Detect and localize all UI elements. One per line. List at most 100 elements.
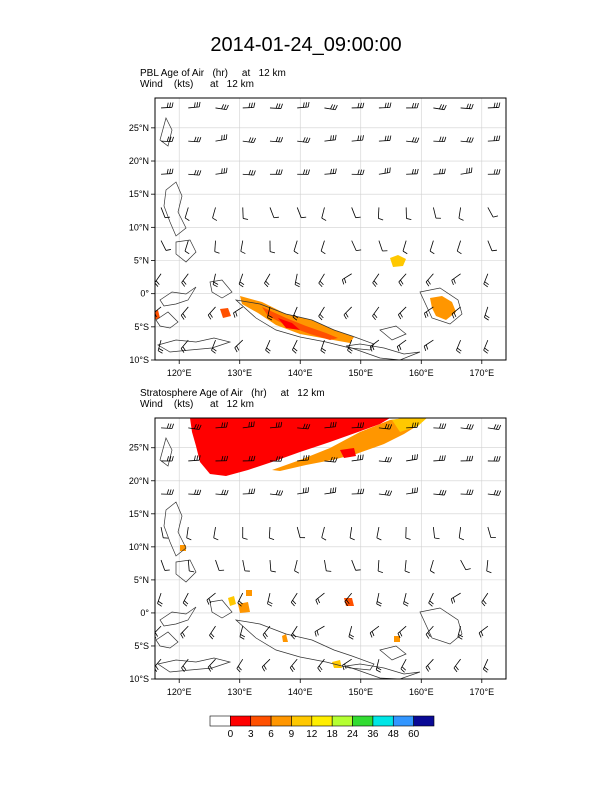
pbl-field-carolines xyxy=(390,255,406,267)
wind-barb xyxy=(433,489,447,496)
wind-barb xyxy=(321,526,327,541)
lat-tick-label: 20°N xyxy=(129,156,149,166)
wind-barb xyxy=(487,240,497,252)
wind-barb xyxy=(406,137,420,143)
wind-barb xyxy=(487,526,496,538)
wind-barb xyxy=(161,456,174,462)
wind-barb xyxy=(184,207,190,221)
wind-barb xyxy=(402,240,408,255)
lat-tick-label: 5°N xyxy=(134,256,149,266)
wind-barb xyxy=(351,559,361,571)
colorbar-label: 3 xyxy=(247,729,254,740)
wind-barb xyxy=(458,207,464,221)
wind-barb xyxy=(180,625,189,639)
wind-barb xyxy=(460,423,474,430)
pbl-field-newguinea xyxy=(240,296,354,343)
wind-barb xyxy=(351,422,365,429)
wind-barb xyxy=(234,339,244,353)
wind-barb xyxy=(378,423,393,430)
lon-tick-label: 170°E xyxy=(469,687,494,697)
lat-tick-label: 0° xyxy=(140,608,149,618)
wind-barb xyxy=(182,592,189,607)
wind-barb xyxy=(188,101,201,109)
lat-tick-label: 10°N xyxy=(129,542,149,552)
lon-tick-label: 170°E xyxy=(469,368,494,378)
colorbar-swatch xyxy=(209,715,231,727)
colorbar-swatch xyxy=(392,715,414,727)
wind-barb xyxy=(320,339,326,354)
wind-barb xyxy=(487,102,501,109)
wind-barb xyxy=(292,306,299,321)
lon-tick-label: 140°E xyxy=(288,368,313,378)
colorbar-swatch xyxy=(270,715,292,727)
wind-barb xyxy=(351,488,365,495)
wind-barb xyxy=(269,560,276,573)
wind-barb xyxy=(242,527,248,540)
lat-tick-label: 10°S xyxy=(129,674,149,684)
wind-barb xyxy=(341,273,352,285)
wind-barb xyxy=(487,207,499,218)
colorbar-swatch xyxy=(230,715,252,727)
wind-barb xyxy=(423,306,434,319)
wind-barb xyxy=(188,424,202,430)
strat-field-small-7 xyxy=(394,636,400,642)
wind-barb xyxy=(423,339,434,352)
strat-field-yellow-band xyxy=(392,418,427,432)
pbl-field-newguinea-core xyxy=(262,307,338,340)
panel-strat-coastlines xyxy=(155,437,463,679)
wind-barb xyxy=(297,102,310,109)
wind-barb xyxy=(406,168,419,175)
wind-barb xyxy=(324,421,337,429)
wind-barb xyxy=(377,207,384,221)
wind-barb xyxy=(460,136,474,143)
wind-barb xyxy=(483,273,489,288)
lon-tick-label: 160°E xyxy=(409,687,434,697)
lat-tick-label: 5°S xyxy=(134,322,149,332)
strat-field-small-4 xyxy=(246,590,252,596)
lat-tick-label: 10°S xyxy=(129,355,149,365)
wind-barb xyxy=(425,273,434,287)
wind-barb xyxy=(478,625,489,638)
lon-tick-label: 150°E xyxy=(348,368,373,378)
colorbar-label: 24 xyxy=(346,729,359,740)
wind-barb xyxy=(433,423,447,429)
wind-barb xyxy=(377,560,383,574)
colorbar-swatch xyxy=(311,715,333,727)
pbl-field-bismarck xyxy=(430,296,456,320)
panel-pbl-wind-barbs xyxy=(155,101,501,354)
wind-barb xyxy=(456,339,462,354)
wind-barb xyxy=(351,240,362,252)
wind-barb xyxy=(293,240,299,255)
wind-barb xyxy=(160,207,171,219)
wind-barb xyxy=(372,273,380,287)
wind-barb xyxy=(186,526,192,541)
lat-tick-label: 25°N xyxy=(129,443,149,453)
colorbar xyxy=(209,715,435,727)
wind-barb xyxy=(233,306,243,318)
wind-barb xyxy=(378,102,392,109)
strat-field-small-2 xyxy=(228,596,236,606)
panel-pbl-map: 120°E 130°E 140°E 150°E 160°E 170°E 25°N 20°N 15… xyxy=(129,97,507,378)
wind-barb xyxy=(157,339,164,354)
wind-barb xyxy=(161,489,174,495)
lat-tick-label: 20°N xyxy=(129,476,149,486)
wind-barb xyxy=(369,339,380,352)
wind-barb xyxy=(433,168,446,175)
wind-barb xyxy=(342,658,352,671)
wind-barb xyxy=(315,592,325,605)
lon-tick-label: 150°E xyxy=(348,687,373,697)
wind-barb xyxy=(207,658,216,672)
wind-barb xyxy=(351,454,364,462)
wind-barb xyxy=(486,560,492,574)
wind-barb xyxy=(188,169,202,176)
wind-barb xyxy=(425,658,434,672)
wind-barb xyxy=(451,306,461,319)
wind-barb xyxy=(432,526,440,540)
wind-barb xyxy=(212,207,218,221)
wind-barb xyxy=(161,102,174,109)
panel-strat-frame xyxy=(154,417,507,680)
wind-barb xyxy=(378,135,392,142)
wind-barb xyxy=(297,455,310,462)
wind-barb xyxy=(324,559,332,572)
